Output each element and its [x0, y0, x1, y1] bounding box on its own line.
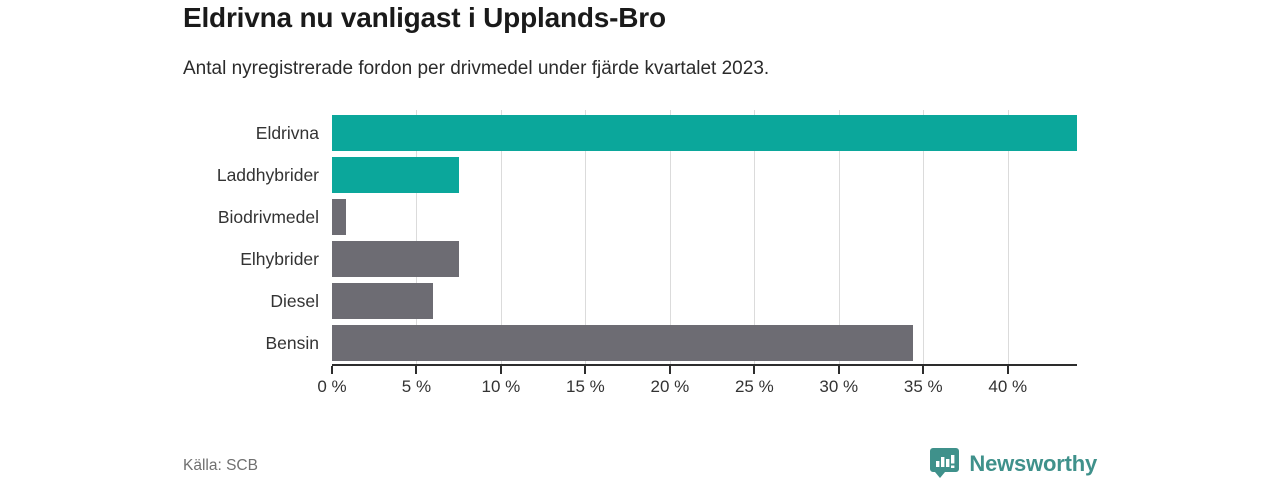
- bar-row: [332, 241, 1077, 277]
- x-tick-mark: [331, 366, 333, 374]
- x-tick-mark: [668, 366, 671, 374]
- bar: [332, 199, 346, 235]
- source-note: Källa: SCB: [183, 457, 258, 474]
- page-subtitle: Antal nyregistrerade fordon per drivmede…: [183, 58, 770, 79]
- x-tick-label: 20 %: [650, 377, 690, 396]
- bar: [332, 157, 459, 193]
- bar-row: [332, 325, 1077, 361]
- category-label: Diesel: [270, 291, 319, 311]
- category-label: Bensin: [265, 333, 319, 353]
- x-tick-mark: [584, 366, 587, 374]
- bar: [332, 325, 914, 361]
- bar: [332, 115, 1077, 151]
- x-tick-label: 5 %: [401, 377, 432, 396]
- x-tick-mark: [922, 366, 925, 374]
- page-title: Eldrivna nu vanligast i Upplands-Bro: [183, 2, 666, 33]
- x-tick-label: 30 %: [819, 377, 859, 396]
- gridline: [669, 110, 671, 364]
- gridline: [838, 110, 840, 364]
- bar: [332, 241, 459, 277]
- bar-row: [332, 283, 1077, 319]
- x-tick-label: 25 %: [734, 377, 774, 396]
- gridline: [923, 110, 925, 364]
- x-tick-label: 10 %: [481, 377, 521, 396]
- x-tick-label: 0 %: [317, 377, 347, 396]
- gridline: [1007, 110, 1009, 364]
- x-tick-mark: [837, 366, 840, 374]
- x-tick-mark: [753, 366, 756, 374]
- plot-area: 0 % 5 % 10 % 15 % 20 % 25 % 30 % 35 % 40 % Eldriv…: [217, 110, 1077, 396]
- category-label: Laddhybrider: [216, 165, 319, 185]
- x-tick-label: 15 %: [566, 377, 605, 396]
- gridline: [585, 110, 587, 364]
- category-label: Eldrivna: [255, 123, 319, 143]
- bar: [332, 283, 434, 319]
- bar-row: [332, 115, 1077, 151]
- category-label: Elhybrider: [240, 249, 319, 269]
- bar-row: [332, 157, 1077, 193]
- newsworthy-icon: [928, 445, 961, 483]
- brand-name: Newsworthy: [969, 451, 1097, 476]
- x-tick-label: 40 %: [988, 377, 1028, 396]
- gridline: [500, 110, 502, 364]
- x-tick-mark: [499, 366, 502, 374]
- bar-row: [332, 199, 1077, 235]
- gridline: [416, 110, 418, 364]
- bar-chart: 0 % 5 % 10 % 15 % 20 % 25 % 30 % 35 % 40 % Eldriv…: [0, 110, 1280, 400]
- brand-logo: Newsworthy: [928, 445, 1097, 483]
- gridline: [754, 110, 756, 364]
- x-tick-label: 35 %: [903, 377, 943, 396]
- category-label: Biodrivmedel: [217, 207, 319, 227]
- x-tick-mark: [1006, 366, 1009, 374]
- x-tick-mark: [415, 366, 418, 374]
